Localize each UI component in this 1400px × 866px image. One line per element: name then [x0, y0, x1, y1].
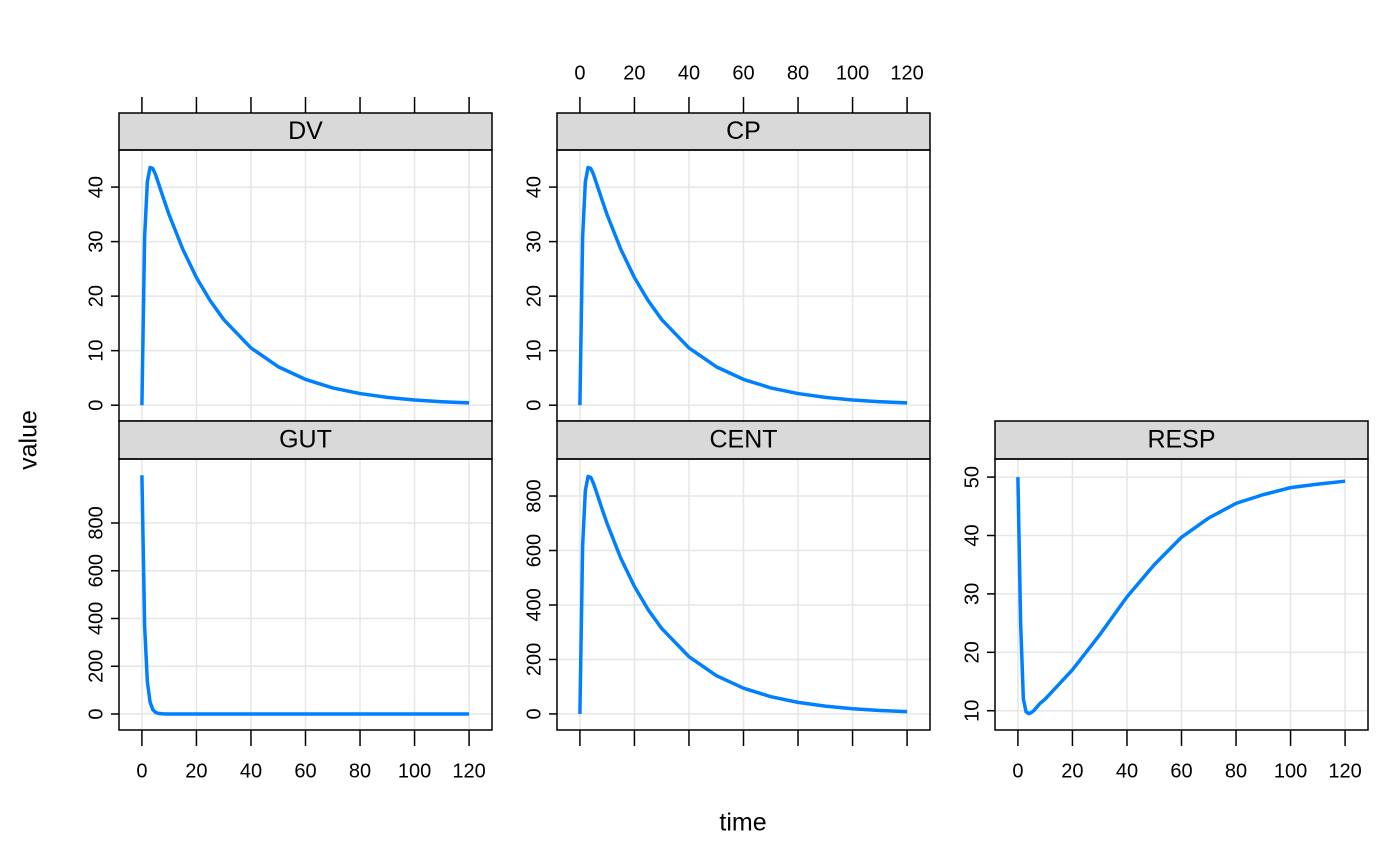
y-axis-label: value	[15, 410, 43, 470]
x-tick-label: 60	[732, 62, 754, 84]
y-tick-label: 200	[85, 650, 107, 683]
x-tick-label: 40	[1116, 760, 1138, 782]
x-tick-label: 80	[349, 760, 371, 782]
x-tick-label: 120	[1328, 760, 1361, 782]
y-tick-label: 200	[523, 643, 545, 676]
y-tick-label: 0	[523, 400, 545, 411]
x-tick-label: 120	[452, 760, 485, 782]
y-tick-label: 600	[85, 554, 107, 587]
y-tick-label: 30	[523, 230, 545, 252]
y-tick-label: 40	[523, 176, 545, 198]
x-tick-label: 80	[787, 62, 809, 84]
strip	[118, 112, 493, 151]
strip	[994, 420, 1369, 460]
line	[140, 475, 470, 716]
line	[578, 165, 908, 406]
y-tick-label: 400	[85, 602, 107, 635]
panel-title: CP	[726, 117, 761, 145]
x-tick-label: 60	[1170, 760, 1192, 782]
x-tick-label: 100	[1274, 760, 1307, 782]
y-tick-label: 10	[961, 700, 983, 722]
y-tick-label: 600	[523, 534, 545, 567]
x-tick-label: 0	[574, 62, 585, 84]
panel-title: CENT	[709, 426, 777, 454]
x-tick-label: 20	[1061, 760, 1083, 782]
x-tick-label: 100	[398, 760, 431, 782]
y-tick-label: 30	[961, 583, 983, 605]
line	[140, 165, 470, 406]
panel-title: GUT	[279, 426, 332, 454]
y-tick-label: 50	[961, 466, 983, 488]
y-tick-label: 20	[85, 285, 107, 307]
x-tick-label: 40	[240, 760, 262, 782]
line	[578, 474, 908, 714]
x-tick-label: 20	[185, 760, 207, 782]
y-tick-label: 0	[85, 400, 107, 411]
panel-title: RESP	[1147, 426, 1215, 454]
y-tick-label: 40	[85, 176, 107, 198]
y-tick-label: 20	[961, 641, 983, 663]
y-tick-label: 400	[523, 588, 545, 621]
y-tick-label: 20	[523, 285, 545, 307]
y-tick-label: 800	[85, 506, 107, 539]
x-tick-label: 0	[1012, 760, 1023, 782]
y-tick-label: 40	[961, 524, 983, 546]
y-tick-label: 10	[523, 340, 545, 362]
panel-title: DV	[288, 117, 323, 145]
x-tick-label: 100	[836, 62, 869, 84]
x-tick-label: 20	[623, 62, 645, 84]
y-tick-label: 0	[523, 708, 545, 719]
y-tick-label: 800	[523, 479, 545, 512]
x-tick-label: 40	[678, 62, 700, 84]
x-tick-label: 120	[890, 62, 923, 84]
strip	[118, 420, 493, 460]
line	[1016, 477, 1346, 716]
x-axis-label: time	[719, 809, 766, 837]
y-tick-label: 10	[85, 340, 107, 362]
x-tick-label: 80	[1225, 760, 1247, 782]
x-tick-label: 0	[136, 760, 147, 782]
y-tick-label: 30	[85, 230, 107, 252]
x-tick-label: 60	[294, 760, 316, 782]
y-tick-label: 0	[85, 708, 107, 719]
